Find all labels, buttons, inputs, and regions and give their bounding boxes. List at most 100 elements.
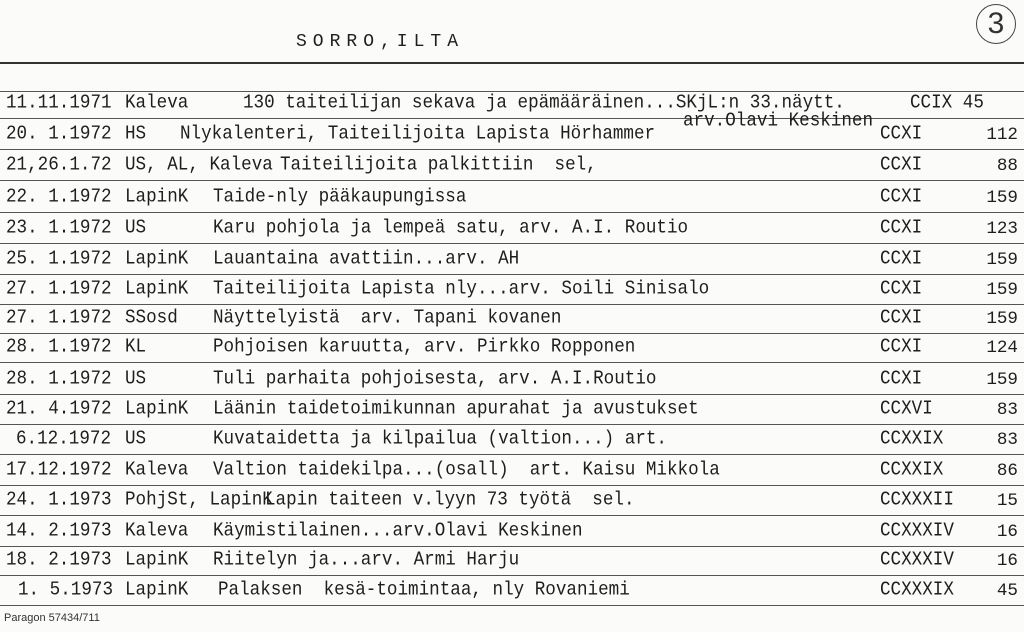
entry-date: 22. 1.1972 <box>6 186 112 208</box>
entry-date: 20. 1.1972 <box>6 123 112 145</box>
entry-title: Lauantaina avattiin...arv. AH <box>213 248 520 270</box>
entry-volume: CCXI <box>880 186 923 208</box>
entry-volume: CCXI <box>880 278 923 300</box>
entry-source: LapinK <box>125 278 189 300</box>
entry-page: 45 <box>996 581 1018 601</box>
entry-volume: CCXI <box>880 154 923 176</box>
entry-title: Nlykalenteri, Taiteilijoita Lapista Hörh… <box>180 123 656 145</box>
entry-date: 14. 2.1973 <box>6 520 112 542</box>
entry-title: Kuvataidetta ja kilpailua (valtion...) a… <box>213 428 667 450</box>
footer-imprint: Paragon 57434/711 <box>4 612 100 624</box>
row-underline <box>0 454 1024 455</box>
entry-date: 11.11.1971 <box>6 92 112 114</box>
entry-source: LapinK <box>125 549 189 571</box>
entry-date: 27. 1.1972 <box>6 278 112 300</box>
entry-source: LapinK <box>125 186 189 208</box>
entry-volume: CCIX 45 <box>910 92 984 114</box>
entry-volume: CCXXIX <box>880 428 944 450</box>
row-underline <box>0 546 1024 547</box>
row-underline <box>0 212 1024 213</box>
entry-date: 23. 1.1972 <box>6 217 112 239</box>
row-underline <box>0 394 1024 395</box>
entry-page: 159 <box>986 280 1018 300</box>
entry-date: 28. 1.1972 <box>6 368 112 390</box>
entry-volume: CCXI <box>880 123 923 145</box>
entry-source: LapinK <box>125 579 189 601</box>
entry-volume: CCXXIX <box>880 459 944 481</box>
entry-date: 6.12.1972 <box>16 428 112 450</box>
entry-title: Tuli parhaita pohjoisesta, arv. A.I.Rout… <box>213 368 657 390</box>
row-underline <box>0 118 1024 119</box>
entry-page: 112 <box>986 125 1018 145</box>
row-underline <box>0 333 1024 334</box>
entry-volume: CCXXXIV <box>880 520 954 542</box>
entry-date: 21,26.1.72 <box>6 154 112 176</box>
entry-date: 25. 1.1972 <box>6 248 112 270</box>
entry-date: 1. 5.1973 <box>18 579 114 601</box>
entry-page: 159 <box>986 188 1018 208</box>
entry-page: 83 <box>996 430 1018 450</box>
entry-source: SSosd <box>125 307 178 329</box>
entry-title: Taiteilijoita Lapista nly...arv. Soili S… <box>213 278 710 300</box>
entry-date: 18. 2.1973 <box>6 549 112 571</box>
row-underline <box>0 575 1024 576</box>
entry-page: 123 <box>986 219 1018 239</box>
entry-page: 16 <box>996 551 1018 571</box>
page-title: SORRO,ILTA <box>296 32 465 52</box>
entry-source: Kaleva <box>125 92 189 114</box>
row-underline <box>0 485 1024 486</box>
entry-date: 24. 1.1973 <box>6 489 112 511</box>
entry-date: 21. 4.1972 <box>6 398 112 420</box>
entry-volume: CCXXXIX <box>880 579 954 601</box>
entry-page: 16 <box>996 522 1018 542</box>
entry-source: PohjSt, LapinK <box>125 489 273 511</box>
entry-page: 83 <box>996 400 1018 420</box>
entry-source: Kaleva <box>125 459 189 481</box>
entry-title: Valtion taidekilpa...(osall) art. Kaisu … <box>213 459 720 481</box>
entry-title: Riitelyn ja...arv. Armi Harju <box>213 549 520 571</box>
entry-volume: CCXXXIV <box>880 549 954 571</box>
entry-page: 159 <box>986 370 1018 390</box>
entry-volume: CCXI <box>880 307 923 329</box>
row-underline <box>0 243 1024 244</box>
row-underline <box>0 180 1024 181</box>
entry-source: KL <box>125 336 147 358</box>
entry-note: arv.Olavi Keskinen <box>683 110 874 132</box>
entry-title: Käymistilainen...arv.Olavi Keskinen <box>213 520 583 542</box>
entry-source: LapinK <box>125 398 189 420</box>
entry-date: 27. 1.1972 <box>6 307 112 329</box>
entry-page: 159 <box>986 309 1018 329</box>
divider <box>0 91 1024 92</box>
entry-page: 15 <box>996 491 1018 511</box>
entry-page: 88 <box>996 156 1018 176</box>
row-underline <box>0 274 1024 275</box>
row-underline <box>0 304 1024 305</box>
header-divider <box>0 62 1024 64</box>
entry-volume: CCXI <box>880 368 923 390</box>
entry-title: 130 taiteilijan sekava ja epämääräinen..… <box>243 92 845 114</box>
row-underline <box>0 605 1024 606</box>
entry-volume: CCXI <box>880 336 923 358</box>
entry-volume: CCXVI <box>880 398 933 420</box>
entry-volume: CCXXXII <box>880 489 954 511</box>
row-underline <box>0 515 1024 516</box>
entry-page: 159 <box>986 250 1018 270</box>
entry-title: Pohjoisen karuutta, arv. Pirkko Ropponen <box>213 336 636 358</box>
entry-date: 28. 1.1972 <box>6 336 112 358</box>
entry-title: Taide-nly pääkaupungissa <box>213 186 467 208</box>
entry-volume: CCXI <box>880 248 923 270</box>
entry-date: 17.12.1972 <box>6 459 112 481</box>
row-underline <box>0 149 1024 150</box>
entry-source: US <box>125 368 147 390</box>
entry-volume: CCXI <box>880 217 923 239</box>
entry-title: Taiteilijoita palkittiin sel, <box>280 154 597 176</box>
entry-source: US, AL, Kaleva <box>125 154 273 176</box>
entry-page: 86 <box>996 461 1018 481</box>
entry-title: Lapin taiteen v.lyyn 73 työtä sel. <box>265 489 635 511</box>
entry-title: Näyttelyistä arv. Tapani kovanen <box>213 307 562 329</box>
entry-source: LapinK <box>125 248 189 270</box>
entry-source: Kaleva <box>125 520 189 542</box>
entry-page: 124 <box>986 338 1018 358</box>
entry-source: US <box>125 428 147 450</box>
row-underline <box>0 362 1024 363</box>
